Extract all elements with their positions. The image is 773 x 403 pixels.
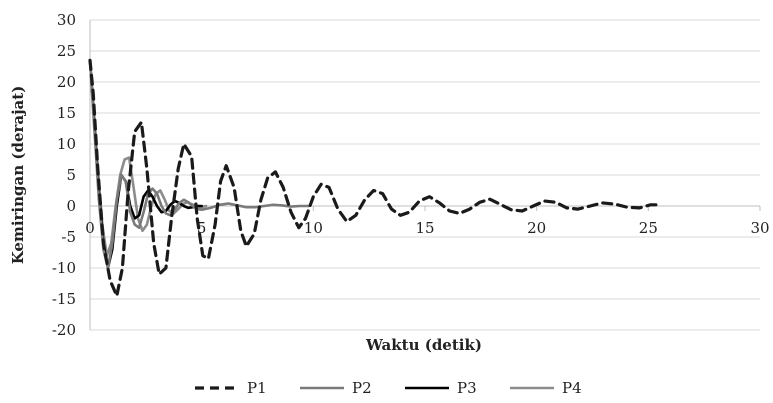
y-axis-title: Kemiringan (derajat) [9,86,27,265]
x-tick-label: 30 [750,219,769,237]
x-tick-label: 10 [304,219,323,237]
x-axis-title: Waktu (detik) [365,336,482,354]
series-line-p1 [88,58,659,298]
legend-label-p2: P2 [352,379,372,397]
y-tick-label: 15 [57,104,76,122]
x-tick-label: 20 [527,219,546,237]
legend: P1 P2 P3 P4 [195,379,582,397]
legend-label-p3: P3 [457,379,477,397]
series-line-p4 [88,58,208,257]
x-tick-label: 5 [197,219,207,237]
y-tick-labels: -20 -15 -10 -5 0 5 10 15 20 25 30 [52,11,76,339]
y-tick-label: -20 [52,321,76,339]
y-tick-label: 0 [66,197,76,215]
gridlines [90,19,760,331]
series-lines [88,58,659,298]
x-tick-labels: 0 5 10 15 20 25 30 [85,219,769,237]
y-tick-label: -5 [61,228,76,246]
y-tick-label: 25 [57,42,76,60]
legend-label-p4: P4 [562,379,582,397]
y-tick-label: 10 [57,135,76,153]
legend-label-p1: P1 [247,379,267,397]
x-tick-label: 0 [85,219,95,237]
x-tick-label: 25 [639,219,658,237]
y-tick-label: 20 [57,73,76,91]
y-tick-label: 5 [66,166,76,184]
x-tick-label: 15 [415,219,434,237]
y-tick-label: -15 [52,290,76,308]
y-tick-label: 30 [57,11,76,29]
y-tick-label: -10 [52,259,76,277]
